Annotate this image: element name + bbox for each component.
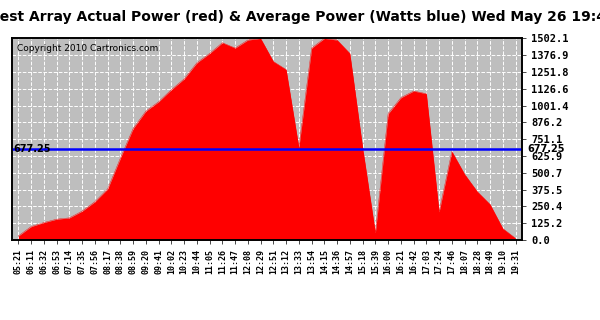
Text: Copyright 2010 Cartronics.com: Copyright 2010 Cartronics.com [17, 44, 158, 53]
Text: 677.25: 677.25 [13, 144, 50, 154]
Text: 677.25: 677.25 [527, 144, 565, 154]
Text: West Array Actual Power (red) & Average Power (Watts blue) Wed May 26 19:44: West Array Actual Power (red) & Average … [0, 10, 600, 24]
